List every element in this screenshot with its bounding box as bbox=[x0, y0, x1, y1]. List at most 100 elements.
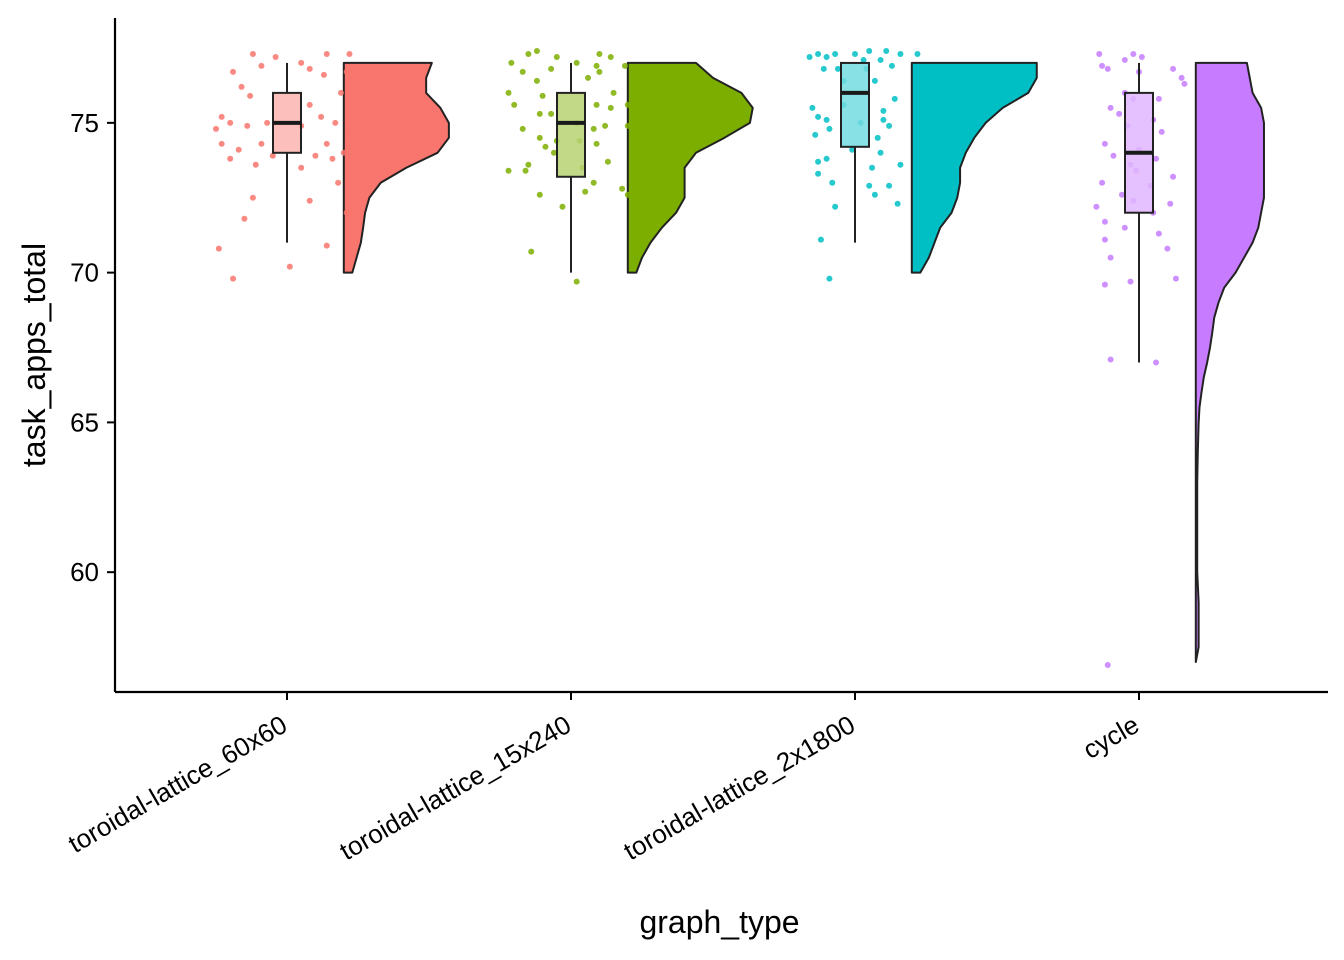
data-point bbox=[550, 149, 557, 156]
data-point bbox=[519, 68, 526, 75]
data-point bbox=[1101, 140, 1108, 147]
data-point bbox=[241, 215, 248, 222]
group-cycle bbox=[1093, 50, 1265, 669]
data-point bbox=[218, 113, 225, 120]
data-point bbox=[624, 122, 631, 129]
data-point bbox=[894, 200, 901, 207]
data-point bbox=[823, 116, 830, 123]
data-point bbox=[624, 191, 631, 198]
data-point bbox=[525, 161, 532, 168]
data-point bbox=[249, 194, 256, 201]
data-point bbox=[337, 89, 344, 96]
data-point bbox=[1178, 74, 1185, 81]
data-point bbox=[602, 122, 609, 129]
data-point bbox=[619, 185, 626, 192]
data-point bbox=[596, 68, 603, 75]
data-point bbox=[269, 152, 276, 159]
data-point bbox=[880, 107, 887, 114]
data-point bbox=[238, 83, 245, 90]
data-point bbox=[346, 50, 353, 57]
data-point bbox=[306, 197, 313, 204]
data-point bbox=[582, 188, 589, 195]
data-point bbox=[528, 248, 535, 255]
group-toroidal-lattice_15x240 bbox=[505, 47, 754, 285]
data-point bbox=[633, 203, 640, 210]
data-point bbox=[604, 158, 611, 165]
data-point bbox=[624, 101, 631, 108]
data-point bbox=[815, 113, 822, 120]
data-point bbox=[636, 98, 643, 105]
data-point bbox=[258, 62, 265, 69]
data-point bbox=[264, 119, 271, 126]
data-point bbox=[252, 161, 259, 168]
data-point bbox=[536, 110, 543, 117]
violin-half bbox=[1194, 61, 1265, 664]
data-point bbox=[871, 191, 878, 198]
data-point bbox=[542, 143, 549, 150]
group-toroidal-lattice_60x60 bbox=[213, 50, 450, 282]
data-point bbox=[573, 278, 580, 285]
data-point bbox=[1107, 356, 1114, 363]
data-point bbox=[1096, 50, 1103, 57]
data-point bbox=[230, 68, 237, 75]
data-point bbox=[306, 101, 313, 108]
data-point bbox=[286, 263, 293, 270]
data-point bbox=[323, 140, 330, 147]
data-point bbox=[812, 131, 819, 138]
violin-half bbox=[626, 61, 754, 274]
data-point bbox=[505, 167, 512, 174]
data-point bbox=[860, 56, 867, 63]
data-point bbox=[829, 179, 836, 186]
data-point bbox=[1101, 218, 1108, 225]
data-point bbox=[1107, 254, 1114, 261]
data-point bbox=[886, 182, 893, 189]
data-point bbox=[298, 59, 305, 66]
data-point bbox=[272, 53, 279, 60]
data-point bbox=[298, 164, 305, 171]
box-iqr bbox=[840, 61, 870, 148]
data-point bbox=[871, 77, 878, 84]
data-point bbox=[891, 95, 898, 102]
data-point bbox=[249, 50, 256, 57]
data-point bbox=[590, 179, 597, 186]
data-point bbox=[536, 191, 543, 198]
data-point bbox=[832, 203, 839, 210]
data-point bbox=[227, 155, 234, 162]
data-point bbox=[1121, 56, 1128, 63]
data-point bbox=[525, 50, 532, 57]
data-point bbox=[610, 89, 617, 96]
data-point bbox=[596, 50, 603, 57]
x-tick-label: cycle bbox=[1078, 709, 1144, 765]
data-point bbox=[1101, 281, 1108, 288]
data-point bbox=[533, 77, 540, 84]
data-point bbox=[1101, 236, 1108, 243]
data-point bbox=[343, 68, 350, 75]
data-point bbox=[897, 161, 904, 168]
data-point bbox=[1121, 224, 1128, 231]
data-point bbox=[1118, 191, 1125, 198]
data-point bbox=[533, 47, 540, 54]
data-point bbox=[539, 92, 546, 99]
data-point bbox=[1110, 152, 1117, 159]
data-point bbox=[1153, 359, 1160, 366]
data-point bbox=[352, 101, 359, 108]
y-tick-label: 60 bbox=[70, 557, 99, 587]
data-point bbox=[335, 179, 342, 186]
data-point bbox=[536, 134, 543, 141]
data-point bbox=[826, 125, 833, 132]
data-point bbox=[826, 275, 833, 282]
data-point bbox=[806, 53, 813, 60]
data-point bbox=[247, 92, 254, 99]
data-point bbox=[312, 152, 319, 159]
data-point bbox=[1107, 104, 1114, 111]
data-point bbox=[306, 65, 313, 72]
violin-half bbox=[342, 61, 450, 274]
data-point bbox=[607, 104, 614, 111]
data-point bbox=[1104, 662, 1111, 669]
data-point bbox=[823, 53, 830, 60]
data-point bbox=[590, 125, 597, 132]
data-point bbox=[508, 59, 515, 66]
data-point bbox=[815, 170, 822, 177]
data-point bbox=[877, 149, 884, 156]
data-point bbox=[258, 140, 265, 147]
